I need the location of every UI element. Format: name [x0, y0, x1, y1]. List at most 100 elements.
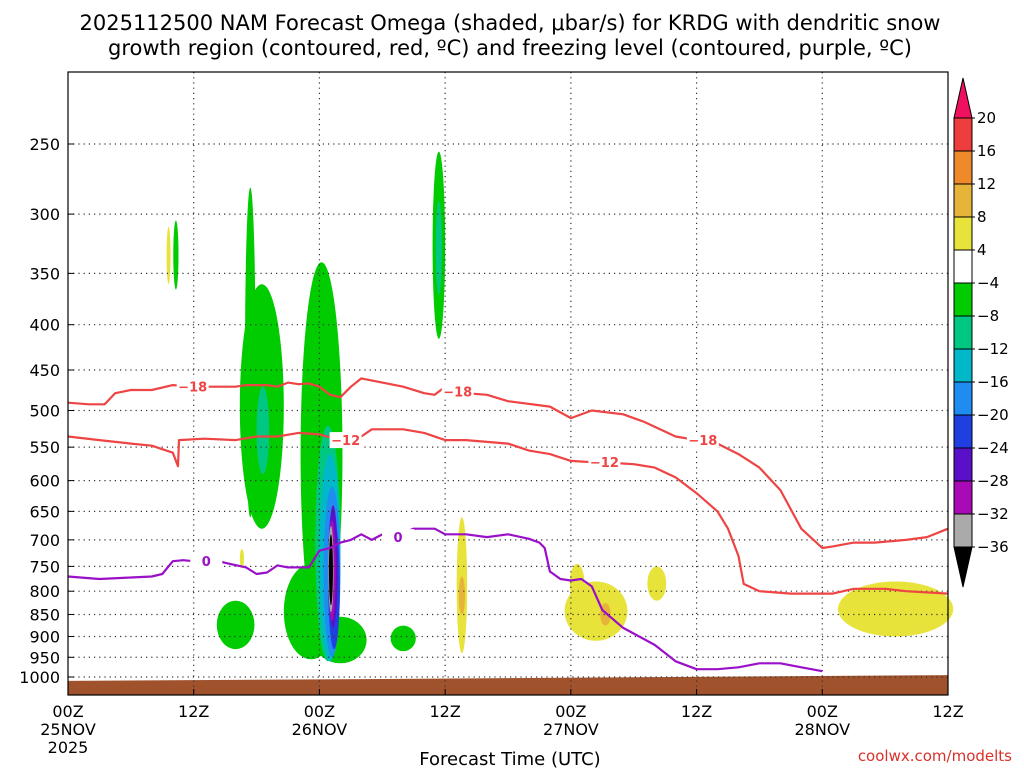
y-tick-label-400: 400 [29, 316, 60, 335]
omega-region-18 [328, 534, 333, 606]
omega-region-7 [390, 625, 416, 652]
y-tick-label-650: 650 [29, 502, 60, 521]
colorbar-swatch-11 [953, 447, 973, 482]
y-tick-label-900: 900 [29, 627, 60, 646]
contour-label-dgz-minus-12-1: −12 [590, 456, 619, 471]
x-tick-label-12-0: 12Z [178, 702, 209, 721]
omega-region-27 [838, 581, 954, 637]
contour-label-dgz-minus-12-0: −12 [331, 434, 360, 449]
colorbar-label-8: −16 [977, 373, 1009, 391]
x-tick-label-60-0: 12Z [681, 702, 712, 721]
omega-region-3 [216, 600, 255, 650]
x-axis-title: Forecast Time (UTC) [419, 749, 600, 768]
colorbar-swatch-3 [953, 183, 973, 218]
colorbar-swatch-5 [953, 249, 973, 284]
colorbar-label-2: 12 [977, 175, 996, 193]
omega-region-26 [647, 566, 667, 601]
y-tick-label-600: 600 [29, 472, 60, 491]
x-tick-label-84-0: 12Z [932, 702, 963, 721]
x-tick-label-0-1: 25NOV [40, 720, 96, 739]
colorbar-label-9: −20 [977, 406, 1009, 424]
colorbar-swatch-9 [953, 381, 973, 416]
y-axis-ticks: 250 300 350 400 450 500 550 600 650 700 750 800 850 9… [19, 135, 74, 687]
colorbar-label-12: −32 [977, 505, 1009, 523]
y-tick-label-500: 500 [29, 402, 60, 421]
y-tick-label-700: 700 [29, 531, 60, 550]
contour-label-dgz-minus-18-2: −18 [688, 434, 717, 449]
contour-label-dgz-minus-18-0: −18 [178, 381, 207, 396]
colorbar: 20 16 12 8 4 −4 −8 −12 −16 −20 −24 −28 −32 −36 [953, 77, 1009, 588]
x-tick-label-24-1: 26NOV [292, 720, 348, 739]
chart-title-line-2: growth region (contoured, red, ºC) and f… [108, 36, 912, 60]
colorbar-label-11: −28 [977, 472, 1009, 490]
x-tick-label-24-0: 00Z [304, 702, 335, 721]
contour-label-bg-dgz-minus-18-1 [441, 383, 474, 400]
colorbar-swatch-0 [953, 77, 973, 119]
omega-shading-layer [166, 151, 954, 664]
plot-frame [67, 71, 949, 696]
contour-label-bg-freezing-level-0-0 [190, 553, 223, 570]
colorbar-label-13: −36 [977, 538, 1009, 556]
colorbar-swatch-14 [953, 546, 973, 588]
contour-dgz-minus-18 [67, 377, 949, 550]
chart-title-line-1: 2025112500 NAM Forecast Omega (shaded, μ… [80, 11, 941, 35]
contour-dgz-minus-12 [67, 428, 949, 595]
x-tick-label-48-0: 00Z [555, 702, 586, 721]
colorbar-swatch-10 [953, 414, 973, 449]
colorbar-swatch-1 [953, 117, 973, 152]
contour-label-bg-freezing-level-0-1 [382, 529, 414, 546]
grid-layer [68, 72, 948, 695]
y-tick-label-550: 550 [29, 438, 60, 457]
contour-label-bg-dgz-minus-18-2 [686, 432, 719, 449]
colorbar-label-0: 20 [977, 109, 996, 127]
colorbar-swatch-4 [953, 216, 973, 251]
x-tick-label-0-0: 00Z [52, 702, 83, 721]
contour-label-freezing-level-0-0: 0 [202, 555, 211, 570]
x-tick-label-36-0: 12Z [429, 702, 460, 721]
terrain-layer [68, 675, 948, 695]
contour-layer: −18 −18 −18 −12 −12 0 0 [67, 377, 949, 673]
colorbar-swatch-2 [953, 150, 973, 185]
plot-area: −18 −18 −18 −12 −12 0 0 [67, 71, 954, 696]
omega-region-24 [569, 563, 585, 604]
contour-label-freezing-level-0-1: 0 [393, 531, 402, 546]
colorbar-swatch-6 [953, 282, 973, 317]
y-tick-label-800: 800 [29, 582, 60, 601]
colorbar-label-1: 16 [977, 142, 996, 160]
colorbar-label-4: 4 [977, 241, 987, 259]
credit-text[interactable]: coolwx.com/modelts [858, 747, 1012, 765]
x-tick-label-0-2: 2025 [48, 738, 89, 757]
x-tick-label-72-1: 28NOV [794, 720, 850, 739]
y-tick-label-250: 250 [29, 135, 60, 154]
contour-label-bg-dgz-minus-12-0 [329, 432, 362, 449]
colorbar-swatch-13 [953, 513, 973, 548]
colorbar-swatch-12 [953, 480, 973, 515]
omega-region-0 [173, 220, 179, 290]
omega-region-22 [458, 576, 466, 615]
y-tick-label-750: 750 [29, 557, 60, 576]
y-tick-label-300: 300 [29, 205, 60, 224]
y-tick-label-350: 350 [29, 264, 60, 283]
contour-label-bg-dgz-minus-18-0 [176, 378, 209, 395]
y-tick-label-1000: 1000 [19, 668, 60, 687]
colorbar-label-7: −12 [977, 340, 1009, 358]
y-tick-label-450: 450 [29, 361, 60, 380]
colorbar-label-3: 8 [977, 208, 987, 226]
colorbar-label-6: −8 [977, 307, 999, 325]
x-tick-label-72-0: 00Z [807, 702, 838, 721]
colorbar-label-5: −4 [977, 274, 999, 292]
omega-region-20 [239, 549, 244, 568]
omega-region-9 [435, 201, 442, 295]
terrain-surface [68, 675, 948, 695]
contour-label-bg-dgz-minus-12-1 [588, 454, 621, 471]
omega-region-10 [256, 386, 270, 475]
y-tick-label-950: 950 [29, 648, 60, 667]
colorbar-label-10: −24 [977, 439, 1009, 457]
omega-region-19 [166, 226, 171, 285]
colorbar-swatch-8 [953, 348, 973, 383]
contour-label-dgz-minus-18-1: −18 [443, 386, 472, 401]
colorbar-swatch-7 [953, 315, 973, 350]
x-tick-label-48-1: 27NOV [543, 720, 599, 739]
